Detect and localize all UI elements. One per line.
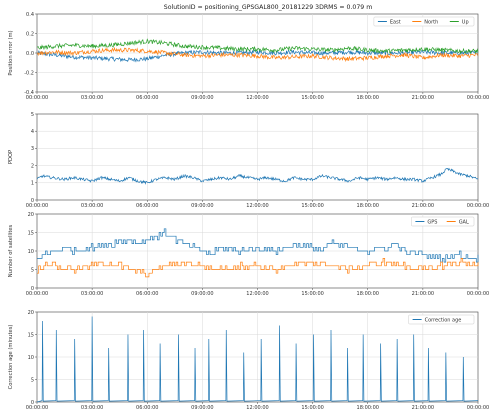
x-tick-label: 15:00:00 [301,405,323,411]
y-axis-label: PDOP [8,150,14,164]
y-tick-label: 20 [28,212,34,218]
x-tick-label: 15:00:00 [301,291,323,297]
chart-panel-2: 00:00:00 03:00:00 06:00:00 09:00:00 12:00:00… [8,112,489,209]
y-tick-label: 0 [31,198,34,204]
legend-box [373,16,475,27]
y-tick-label: 15 [28,332,34,338]
x-tick-label: 21:00:00 [412,203,434,209]
x-tick-label: 18:00:00 [357,405,379,411]
figure-title: SolutionID = positioning_GPSGAL800_20181… [164,4,372,11]
legend: GPS GAL [411,216,475,227]
series-line-correction-age [36,316,479,403]
x-tick-label: 18:00:00 [357,291,379,297]
y-tick-label: -0.4 [24,90,34,96]
x-tick-label: 00:00:00 [26,203,48,209]
x-tick-label: 12:00:00 [246,291,268,297]
x-tick-label: 09:00:00 [191,291,213,297]
y-tick-label: 2 [31,163,34,169]
legend-box [408,314,475,325]
x-tick-label: 12:00:00 [246,95,268,101]
y-tick-label: 5 [31,112,34,118]
x-tick-label: 06:00:00 [136,291,158,297]
x-tick-label: 15:00:00 [301,203,323,209]
chart-panel-4: 00:00:00 03:00:00 06:00:00 09:00:00 12:00:00… [8,310,489,411]
y-axis-label: Correction age (minutes) [8,325,14,390]
x-tick-label: 21:00:00 [412,405,434,411]
series-line-gps [37,228,479,263]
x-tick-label: 09:00:00 [191,95,213,101]
x-tick-label: 09:00:00 [191,405,213,411]
legend-label: GPS [427,219,437,225]
x-tick-label: 18:00:00 [357,95,379,101]
y-tick-label: 15 [28,230,34,236]
x-tick-label: 00:00:00 [467,291,489,297]
y-tick-label: 3 [31,146,34,152]
y-tick-label: 10 [28,355,34,361]
y-tick-label: 4 [31,129,34,135]
x-tick-label: 06:00:00 [136,405,158,411]
legend-label: North [424,19,438,25]
legend-label: Up [462,19,469,25]
x-tick-label: 21:00:00 [412,291,434,297]
y-tick-label: 0.4 [26,12,34,18]
chart-panel-3: 00:00:00 03:00:00 06:00:00 09:00:00 12:00:00… [8,212,489,297]
y-tick-label: 5 [31,267,34,273]
y-tick-label: 1 [31,181,34,187]
series-line [36,167,479,185]
legend-label: Correction age [425,317,462,323]
y-tick-label: 20 [28,310,34,316]
series-line-up [36,38,479,55]
legend-box [411,216,475,227]
chart-panel-1: 00:00:00 03:00:00 06:00:00 09:00:00 12:00:00… [8,12,489,101]
y-tick-label: 0 [31,400,34,406]
y-tick-label: 0.2 [26,31,34,37]
x-tick-label: 03:00:00 [81,203,103,209]
x-tick-label: 06:00:00 [136,95,158,101]
x-tick-label: 03:00:00 [81,291,103,297]
x-tick-label: 00:00:00 [26,291,48,297]
legend: East North Up [373,16,475,27]
x-tick-label: 00:00:00 [26,95,48,101]
series-line-north [36,46,479,63]
y-tick-label: 0.0 [26,51,34,57]
legend: Correction age [408,314,475,325]
x-tick-label: 09:00:00 [191,203,213,209]
y-axis-label: Position error (m) [8,30,14,75]
x-tick-label: 00:00:00 [467,405,489,411]
y-tick-label: 0 [31,286,34,292]
x-tick-label: 00:00:00 [467,95,489,101]
x-tick-label: 00:00:00 [26,405,48,411]
y-tick-label: -0.2 [24,70,34,76]
legend-label: GAL [459,219,469,225]
x-tick-label: 00:00:00 [467,203,489,209]
x-tick-label: 21:00:00 [412,95,434,101]
y-tick-label: 10 [28,249,34,255]
x-tick-label: 12:00:00 [246,405,268,411]
y-tick-label: 5 [31,377,34,383]
x-tick-label: 03:00:00 [81,95,103,101]
series-line-gal [37,258,479,278]
legend-label: East [390,19,401,25]
y-axis-label: Number of satellites [8,224,14,277]
x-tick-label: 18:00:00 [357,203,379,209]
x-tick-label: 12:00:00 [246,203,268,209]
x-tick-label: 03:00:00 [81,405,103,411]
x-tick-label: 06:00:00 [136,203,158,209]
x-tick-label: 15:00:00 [301,95,323,101]
